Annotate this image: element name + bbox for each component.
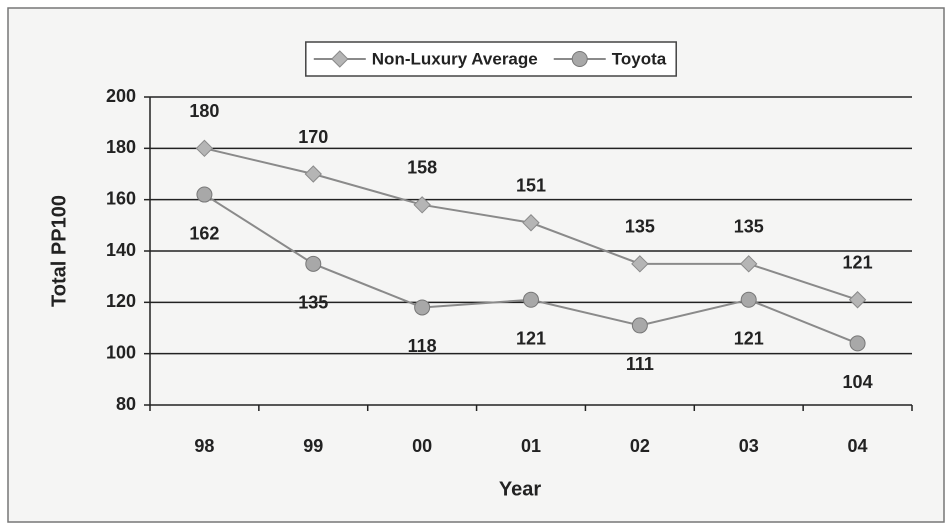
marker xyxy=(631,255,649,273)
x-tick-label: 98 xyxy=(194,436,214,456)
x-tick-label: 00 xyxy=(412,436,432,456)
marker xyxy=(849,335,866,352)
y-tick-label: 140 xyxy=(106,240,136,260)
marker xyxy=(631,317,648,334)
x-tick-label: 04 xyxy=(848,436,868,456)
marker xyxy=(740,291,757,308)
x-tick-label: 01 xyxy=(521,436,541,456)
y-tick-label: 100 xyxy=(106,342,136,362)
data-label: 121 xyxy=(734,329,764,349)
marker xyxy=(522,214,540,232)
x-tick-label: 02 xyxy=(630,436,650,456)
x-tick-label: 03 xyxy=(739,436,759,456)
data-label: 162 xyxy=(189,223,219,243)
chart-frame xyxy=(7,7,945,523)
y-tick-label: 160 xyxy=(106,188,136,208)
y-tick-label: 120 xyxy=(106,291,136,311)
data-label: 118 xyxy=(408,336,437,356)
legend-label: Toyota xyxy=(612,49,667,68)
marker xyxy=(740,255,758,273)
data-label: 111 xyxy=(626,354,654,374)
data-label: 158 xyxy=(407,158,437,178)
marker xyxy=(304,165,322,183)
data-label: 135 xyxy=(625,217,655,237)
x-axis-label: Year xyxy=(499,478,541,500)
data-label: 121 xyxy=(843,253,873,273)
legend-box xyxy=(305,41,677,77)
marker xyxy=(413,196,431,214)
y-tick-label: 80 xyxy=(116,394,136,414)
y-tick-label: 180 xyxy=(106,137,136,157)
y-axis-label: Total PP100 xyxy=(48,195,70,307)
legend-label: Non-Luxury Average xyxy=(372,49,538,68)
marker xyxy=(196,186,213,203)
data-label: 104 xyxy=(843,372,873,392)
data-label: 170 xyxy=(298,127,328,147)
data-label: 151 xyxy=(516,176,546,196)
marker xyxy=(571,51,588,67)
data-label: 180 xyxy=(189,101,219,121)
marker xyxy=(414,299,431,316)
data-label: 135 xyxy=(298,293,328,313)
marker xyxy=(331,50,349,68)
marker xyxy=(848,291,867,309)
data-label: 135 xyxy=(734,217,764,237)
y-tick-label: 200 xyxy=(106,86,136,106)
data-label: 121 xyxy=(516,329,546,349)
marker xyxy=(523,291,539,308)
marker xyxy=(195,139,214,158)
marker xyxy=(305,255,322,272)
x-tick-label: 99 xyxy=(303,436,323,456)
